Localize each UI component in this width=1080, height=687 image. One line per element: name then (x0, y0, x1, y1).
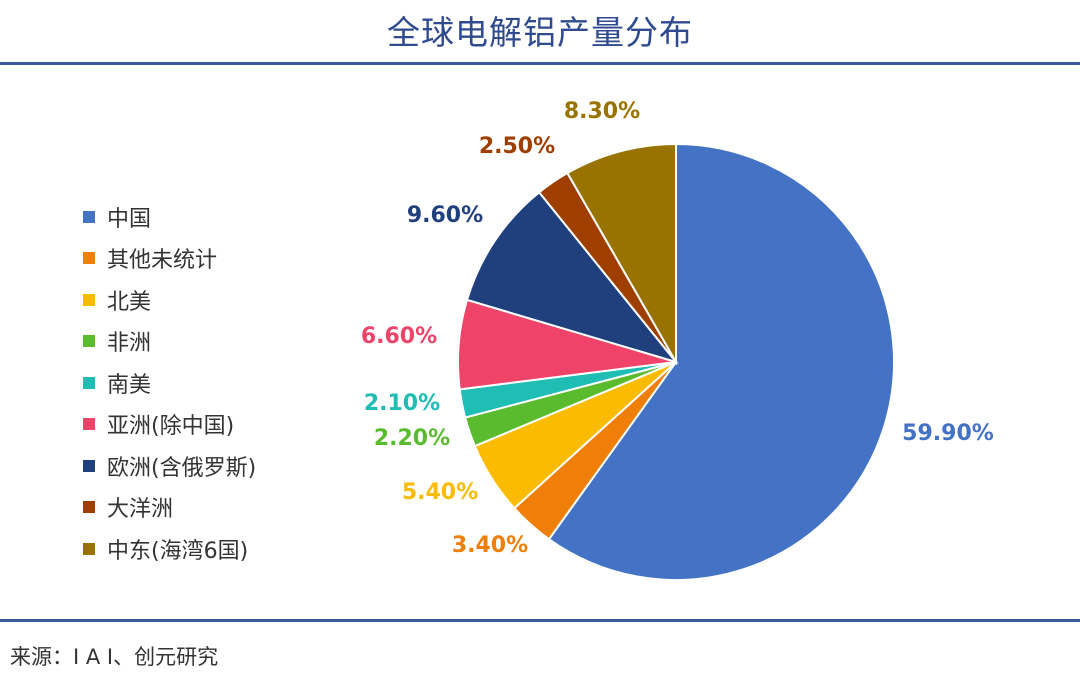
legend-item: 其他未统计 (83, 238, 256, 280)
legend-label: 大洋洲 (107, 497, 174, 523)
chart-title: 全球电解铝产量分布 (387, 13, 693, 52)
legend-swatch (83, 293, 95, 306)
legend-item: 亚洲(除中国) (83, 404, 256, 446)
title-divider (0, 62, 1080, 65)
legend-label: 非洲 (107, 331, 152, 357)
legend-swatch (83, 376, 95, 389)
legend-label: 中国 (107, 206, 152, 232)
legend-label: 其他未统计 (107, 248, 218, 274)
legend-item: 欧洲(含俄罗斯) (83, 445, 256, 487)
slice-data-label: 3.40% (452, 533, 528, 558)
legend-label: 欧洲(含俄罗斯) (107, 455, 257, 481)
legend-swatch (83, 335, 95, 348)
footer-divider (0, 619, 1080, 622)
legend-swatch (83, 501, 95, 514)
slice-data-label: 2.20% (374, 426, 450, 451)
slice-data-label: 2.10% (364, 391, 440, 416)
slice-data-label: 2.50% (479, 134, 555, 159)
pie-slice (566, 142, 677, 366)
legend-item: 非洲 (83, 321, 256, 363)
legend-swatch (83, 459, 95, 472)
slice-data-label: 9.60% (407, 203, 483, 228)
legend-item: 中国 (83, 196, 256, 238)
source-note: 来源：I A I、创元研究 (10, 645, 219, 669)
legend-item: 大洋洲 (83, 487, 256, 529)
slice-data-label: 6.60% (361, 324, 437, 349)
slice-data-label: 8.30% (564, 99, 640, 124)
slice-data-label: 5.40% (402, 480, 478, 505)
pie-slice (547, 142, 895, 581)
legend-label: 亚洲(除中国) (107, 414, 235, 440)
legend-label: 南美 (107, 372, 152, 398)
legend-swatch (83, 252, 95, 265)
legend-swatch (83, 542, 95, 555)
legend-swatch (83, 210, 95, 223)
legend-item: 北美 (83, 279, 256, 321)
slice-data-label: 59.90% (902, 421, 994, 446)
chart-legend: 中国其他未统计北美非洲南美亚洲(除中国) 欧洲(含俄罗斯) 大洋洲中东(海湾6国) (83, 196, 256, 570)
legend-item: 南美 (83, 362, 256, 404)
legend-label: 北美 (107, 289, 152, 315)
legend-item: 中东(海湾6国) (83, 528, 256, 570)
pie-slice (465, 190, 679, 364)
legend-label: 中东(海湾6国) (107, 538, 249, 564)
legend-swatch (83, 418, 95, 431)
